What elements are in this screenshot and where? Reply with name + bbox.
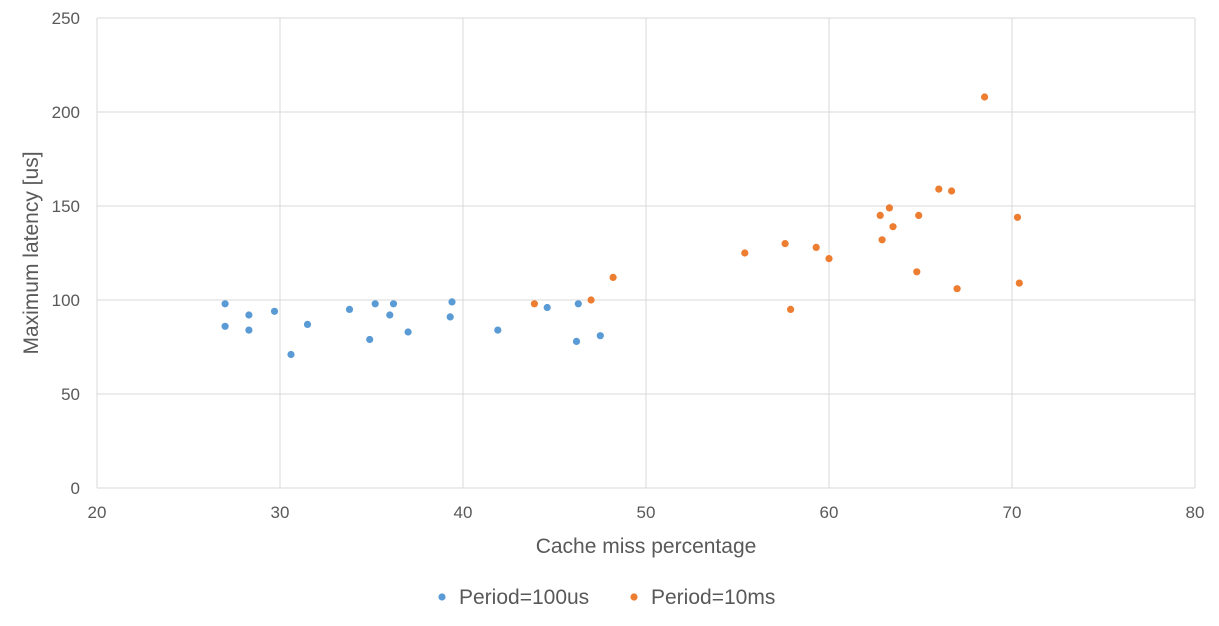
legend[interactable]: Period=100us Period=10ms <box>438 586 775 609</box>
data-point-series-2[interactable] <box>948 187 956 195</box>
x-tick-label: 80 <box>1186 503 1205 522</box>
x-tick-label: 40 <box>454 503 473 522</box>
y-tick-label: 200 <box>52 103 80 122</box>
data-point-series-2[interactable] <box>1013 213 1022 221</box>
data-point-series-2[interactable] <box>885 204 894 212</box>
data-point-series-1[interactable] <box>574 300 582 308</box>
x-tick-label: 30 <box>271 503 290 522</box>
data-point-series-1[interactable] <box>245 311 253 319</box>
data-point-series-1[interactable] <box>386 311 394 319</box>
x-tick-label: 70 <box>1003 503 1022 522</box>
data-point-series-1[interactable] <box>366 335 374 344</box>
data-point-series-2[interactable] <box>876 211 884 219</box>
data-point-series-1[interactable] <box>448 298 456 306</box>
data-point-series-1[interactable] <box>221 322 229 330</box>
data-point-series-1[interactable] <box>245 326 253 334</box>
data-point-series-2[interactable] <box>1015 279 1023 287</box>
x-tick-label: 20 <box>88 503 107 522</box>
legend-label: Period=100us <box>459 586 589 609</box>
y-tick-label: 50 <box>61 385 80 404</box>
legend-label: Period=10ms <box>651 586 775 609</box>
data-point-series-2[interactable] <box>825 255 833 263</box>
grid <box>96 17 1196 489</box>
data-points <box>221 93 1023 359</box>
data-point-series-2[interactable] <box>781 240 789 248</box>
legend-marker <box>630 593 638 601</box>
data-point-series-2[interactable] <box>889 223 897 231</box>
data-point-series-2[interactable] <box>587 296 595 304</box>
x-axis-title: Cache miss percentage <box>536 535 757 558</box>
data-point-series-1[interactable] <box>446 313 454 321</box>
data-point-series-2[interactable] <box>878 236 886 244</box>
legend-item-series-2[interactable]: Period=10ms <box>630 586 775 609</box>
y-tick-label: 0 <box>71 479 80 498</box>
data-point-series-2[interactable] <box>741 249 749 257</box>
data-point-series-2[interactable] <box>812 243 820 251</box>
data-point-series-2[interactable] <box>915 211 923 219</box>
y-axis-title: Maximum latency [us] <box>20 151 43 354</box>
data-point-series-2[interactable] <box>953 285 961 293</box>
y-tick-label: 100 <box>52 291 80 310</box>
x-tick-label: 50 <box>637 503 656 522</box>
data-point-series-1[interactable] <box>221 300 229 308</box>
data-point-series-1[interactable] <box>287 350 295 359</box>
data-point-series-1[interactable] <box>494 326 502 334</box>
x-tick-label: 60 <box>820 503 839 522</box>
data-point-series-1[interactable] <box>345 305 354 313</box>
legend-marker <box>438 593 446 601</box>
data-point-series-2[interactable] <box>530 300 539 308</box>
data-point-series-1[interactable] <box>389 300 398 308</box>
y-tick-label: 150 <box>52 197 80 216</box>
data-point-series-1[interactable] <box>572 337 581 345</box>
data-point-series-2[interactable] <box>913 268 921 276</box>
data-point-series-1[interactable] <box>270 307 279 315</box>
data-point-series-2[interactable] <box>935 185 943 193</box>
data-point-series-1[interactable] <box>543 303 551 312</box>
tick-labels: 0 50 100 150 200 250 20 30 40 50 60 70 80 <box>52 9 1205 522</box>
legend-item-series-1[interactable]: Period=100us <box>438 586 589 609</box>
data-point-series-1[interactable] <box>303 320 312 328</box>
data-point-series-1[interactable] <box>371 300 379 308</box>
data-point-series-1[interactable] <box>404 328 412 336</box>
data-point-series-2[interactable] <box>787 305 795 313</box>
data-point-series-2[interactable] <box>981 93 989 101</box>
data-point-series-1[interactable] <box>596 332 604 340</box>
data-point-series-2[interactable] <box>609 273 617 281</box>
y-tick-label: 250 <box>52 9 80 28</box>
